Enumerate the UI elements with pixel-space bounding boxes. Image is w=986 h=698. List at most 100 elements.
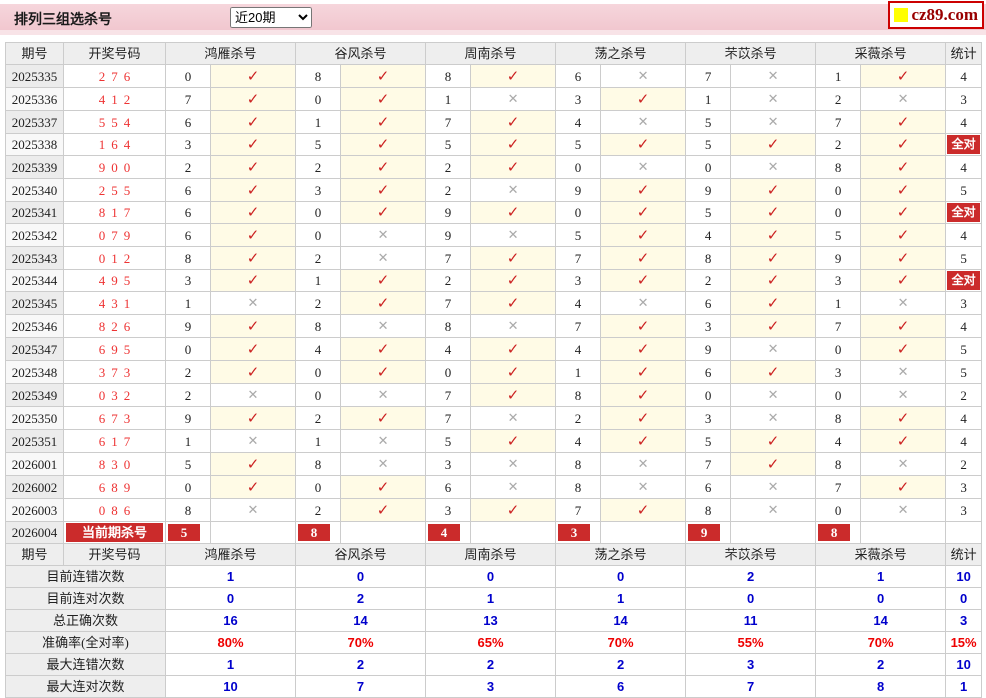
kill-number-cell: 0 xyxy=(555,201,602,224)
current-kill-badge: 5 xyxy=(168,524,200,541)
stats-row: 准确率(全对率) 80% 70% 65% 70% 55% 70% 15% xyxy=(5,631,983,654)
data-row: 2025335 276 0 ✓ 8 ✓ 8 ✓ 6 ✕ 7 ✕ 1 ✓ 4 xyxy=(5,64,983,88)
stat-cell: 4 xyxy=(945,406,983,430)
kill-result-cell: ✓ xyxy=(470,133,557,156)
kill-result-cell: ✓ xyxy=(860,406,947,430)
kill-result-cell: ✓ xyxy=(600,314,687,338)
col-header-expert-2: 周南杀号 xyxy=(425,42,557,65)
kill-result-cell: ✓ xyxy=(340,475,427,499)
draw-numbers-cell: 412 xyxy=(63,87,166,111)
kill-number-cell: 6 xyxy=(685,360,732,384)
check-icon: ✓ xyxy=(376,339,390,358)
kill-number-cell: 1 xyxy=(295,110,342,134)
cross-icon: ✕ xyxy=(507,457,519,472)
kill-result-cell: ✕ xyxy=(730,110,817,134)
cross-icon: ✕ xyxy=(637,115,649,130)
kill-number-cell: 8 xyxy=(425,64,472,88)
kill-result-cell: ✕ xyxy=(340,383,427,407)
kill-number-cell: 7 xyxy=(165,87,211,111)
cross-icon: ✕ xyxy=(897,503,909,518)
kill-result-cell: ✓ xyxy=(340,178,427,202)
period-cell: 2025338 xyxy=(5,133,64,156)
stats-label-cell: 总正确次数 xyxy=(5,609,166,632)
kill-number-cell: 0 xyxy=(815,383,862,407)
period-range-select[interactable]: 近20期 xyxy=(230,7,312,28)
check-icon: ✓ xyxy=(896,225,910,244)
stats-value-cell: 10 xyxy=(164,675,297,698)
kill-number-cell: 5 xyxy=(685,110,732,134)
kill-result-cell: ✓ xyxy=(600,246,687,270)
stats-value-cell: 0 xyxy=(425,565,557,588)
kill-result-cell: ✓ xyxy=(730,223,817,247)
kill-result-cell: ✓ xyxy=(730,429,817,453)
kill-number-cell: 6 xyxy=(165,178,211,202)
check-icon: ✓ xyxy=(896,135,910,153)
stats-label-cell: 目前连错次数 xyxy=(5,565,166,588)
kill-result-cell: ✓ xyxy=(730,291,817,315)
period-cell: 2025351 xyxy=(5,429,64,453)
kill-result-cell: ✓ xyxy=(340,269,427,292)
kill-result-cell: ✓ xyxy=(209,155,297,179)
kill-number-cell: 9 xyxy=(165,406,211,430)
kill-result-cell: ✕ xyxy=(860,383,947,407)
logo-square-icon xyxy=(894,8,909,22)
kill-result-cell: ✓ xyxy=(860,246,947,270)
stats-value-cell: 3 xyxy=(945,609,983,632)
kill-result-cell: ✕ xyxy=(860,452,947,476)
check-icon: ✓ xyxy=(376,89,390,108)
kill-result-cell xyxy=(730,521,817,544)
stats-value-cell: 2 xyxy=(815,653,947,676)
draw-numbers-cell: 079 xyxy=(63,223,166,247)
stats-label-cell: 最大连对次数 xyxy=(5,675,166,698)
check-icon: ✓ xyxy=(246,271,260,289)
kill-number-cell: 4 xyxy=(555,429,602,453)
check-icon: ✓ xyxy=(896,408,910,427)
check-icon: ✓ xyxy=(376,66,390,85)
check-icon: ✓ xyxy=(766,203,780,221)
period-cell: 2025346 xyxy=(5,314,64,338)
kill-number-cell: 4 xyxy=(555,291,602,315)
check-icon: ✓ xyxy=(636,180,650,199)
check-icon: ✓ xyxy=(506,500,520,519)
check-icon: ✓ xyxy=(636,362,650,381)
cross-icon: ✕ xyxy=(767,503,779,518)
kill-number-cell: 8 xyxy=(295,314,342,338)
stats-value-cell: 1 xyxy=(555,587,687,610)
stats-value-cell: 10 xyxy=(945,653,983,676)
col-header-numbers: 开奖号码 xyxy=(63,42,166,65)
kill-number-cell: 0 xyxy=(295,475,342,499)
data-row: 2025347 695 0 ✓ 4 ✓ 4 ✓ 4 ✓ 9 ✕ 0 ✓ 5 xyxy=(5,337,983,361)
cross-icon: ✕ xyxy=(897,365,909,380)
check-icon: ✓ xyxy=(246,362,260,381)
kill-number-cell: 7 xyxy=(555,246,602,270)
kill-number-cell: 8 xyxy=(815,406,862,430)
current-kill-number-cell: 8 xyxy=(295,521,342,544)
kill-result-cell: ✕ xyxy=(600,291,687,315)
kill-result-cell: ✕ xyxy=(730,475,817,499)
kill-number-cell: 0 xyxy=(815,201,862,224)
stats-value-cell: 14 xyxy=(555,609,687,632)
kill-number-cell: 8 xyxy=(555,475,602,499)
kill-result-cell: ✓ xyxy=(600,269,687,292)
draw-numbers-cell: 032 xyxy=(63,383,166,407)
all-correct-badge: 全对 xyxy=(947,271,981,290)
kill-result-cell: ✓ xyxy=(340,360,427,384)
stat-cell xyxy=(945,521,983,544)
kill-number-cell: 7 xyxy=(555,314,602,338)
check-icon: ✓ xyxy=(766,316,780,335)
draw-numbers-cell: 086 xyxy=(63,498,166,522)
kill-result-cell: ✓ xyxy=(209,87,297,111)
site-logo[interactable]: cz89.com xyxy=(888,1,984,29)
kill-number-cell: 0 xyxy=(425,360,472,384)
kill-number-cell: 0 xyxy=(295,223,342,247)
check-icon: ✓ xyxy=(506,157,520,176)
draw-numbers-cell: 431 xyxy=(63,291,166,315)
check-icon: ✓ xyxy=(376,180,390,199)
check-icon: ✓ xyxy=(246,203,260,221)
stat-cell: 4 xyxy=(945,64,983,88)
top-bar xyxy=(0,4,986,30)
kill-number-cell: 7 xyxy=(555,498,602,522)
kill-result-cell: ✓ xyxy=(860,429,947,453)
kill-number-cell: 3 xyxy=(165,269,211,292)
cross-icon: ✕ xyxy=(507,183,519,198)
